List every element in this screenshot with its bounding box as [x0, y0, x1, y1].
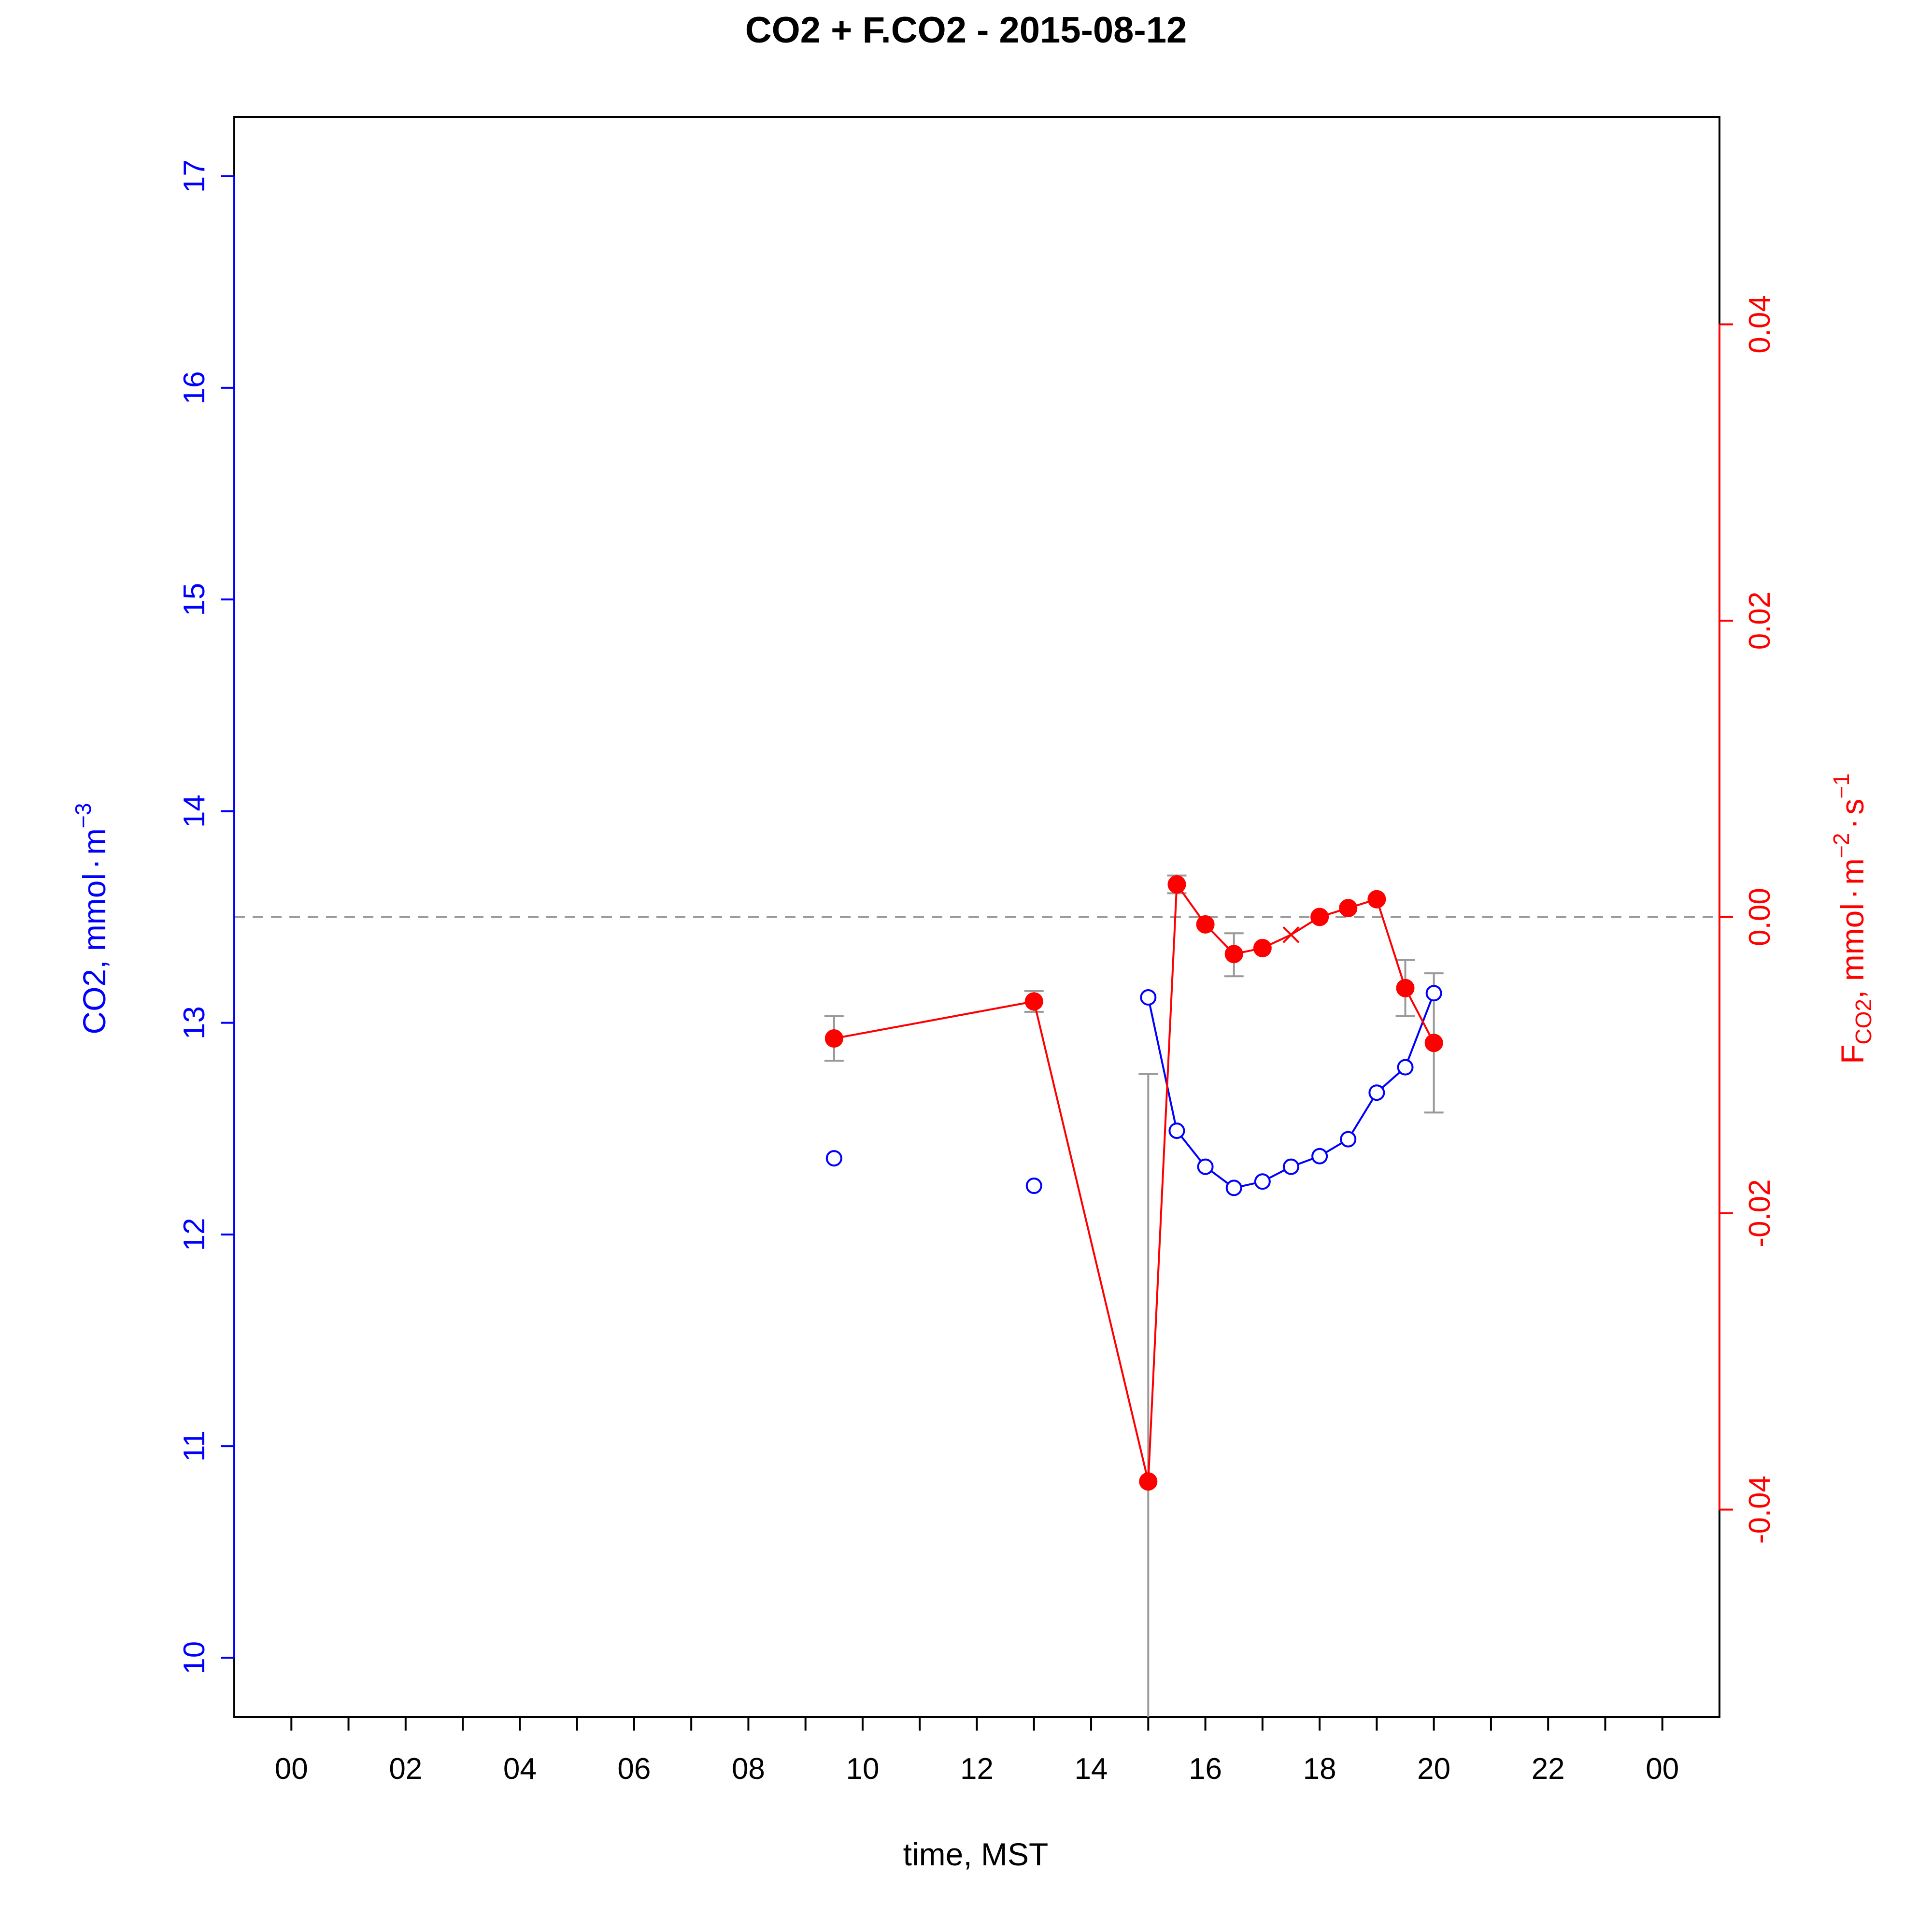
left-y-tick-label: 17	[178, 159, 211, 193]
left-y-axis-title: CO2, mmol·m−3	[71, 803, 112, 1034]
data-point	[1197, 1158, 1214, 1175]
right-y-tick-label: 0.04	[1743, 295, 1776, 354]
left-y-tick-label: 16	[178, 371, 211, 404]
right-y-tick-label: -0.02	[1743, 1179, 1776, 1247]
left-y-tick-label: 14	[178, 795, 211, 828]
data-point	[1224, 945, 1243, 964]
data-point	[1168, 1122, 1185, 1139]
x-tick-label: 04	[503, 1752, 537, 1786]
data-point-layer	[824, 875, 1443, 1491]
x-tick-label: 08	[732, 1752, 765, 1786]
left-y-tick-label: 15	[178, 583, 211, 616]
x-tick-label: 22	[1532, 1752, 1565, 1786]
data-point	[1368, 1084, 1385, 1101]
right-y-tick-label: 0.02	[1743, 592, 1776, 650]
error-bar-layer	[824, 874, 1444, 1717]
x-tick-label: 12	[960, 1752, 994, 1786]
data-point	[1311, 1148, 1328, 1165]
x-tick-label: 02	[389, 1752, 422, 1786]
x-tick-label: 16	[1189, 1752, 1222, 1786]
data-point	[1196, 915, 1215, 934]
axes-layer: 00 02 04 06 08 10 12 14 16 18 20 22 00 10 11 12 13 14 15 16…	[178, 159, 1776, 1786]
left-y-tick-label: 12	[178, 1218, 211, 1251]
x-tick-label: 18	[1303, 1752, 1336, 1786]
data-point	[1254, 1173, 1271, 1190]
x-tick-label: 06	[617, 1752, 651, 1786]
chart-title: CO2 + F.CO2 - 2015-08-12	[745, 10, 1187, 51]
data-point	[1025, 1178, 1042, 1194]
x-axis-title: time, MST	[903, 1836, 1049, 1872]
x-tick-label: 14	[1075, 1752, 1108, 1786]
data-point	[1424, 1034, 1443, 1052]
cross-stroke	[1282, 926, 1300, 943]
series-line	[834, 881, 1435, 1482]
data-point	[1140, 989, 1157, 1006]
data-point	[1425, 985, 1442, 1002]
x-tick-label: 20	[1417, 1752, 1450, 1786]
data-point	[1339, 899, 1358, 918]
x-tick-label: 00	[1646, 1752, 1679, 1786]
left-y-tick-label: 11	[178, 1431, 211, 1462]
data-point	[1367, 890, 1386, 909]
data-point-cross	[1282, 926, 1300, 943]
data-point	[1310, 908, 1329, 926]
data-point	[1167, 875, 1186, 894]
x-tick-label: 10	[846, 1752, 879, 1786]
left-y-tick-label: 13	[178, 1006, 211, 1039]
x-tick-label: 00	[275, 1752, 308, 1786]
data-point	[1282, 1158, 1299, 1175]
data-point	[1397, 1059, 1414, 1076]
data-point	[1225, 1179, 1242, 1196]
right-y-tick-label: -0.04	[1743, 1476, 1776, 1544]
data-point	[824, 1029, 843, 1048]
data-point	[1139, 1472, 1158, 1491]
right-y-tick-label: 0.00	[1743, 888, 1776, 946]
data-point	[1396, 979, 1415, 997]
data-point	[825, 1150, 842, 1167]
data-point	[1340, 1131, 1357, 1148]
series-line-layer	[834, 881, 1435, 1482]
data-point	[1024, 992, 1043, 1011]
left-y-tick-label: 10	[178, 1641, 211, 1675]
data-point	[1253, 938, 1272, 957]
right-y-axis-title: FCO2, mmol·m−2·s−1	[1829, 773, 1876, 1064]
